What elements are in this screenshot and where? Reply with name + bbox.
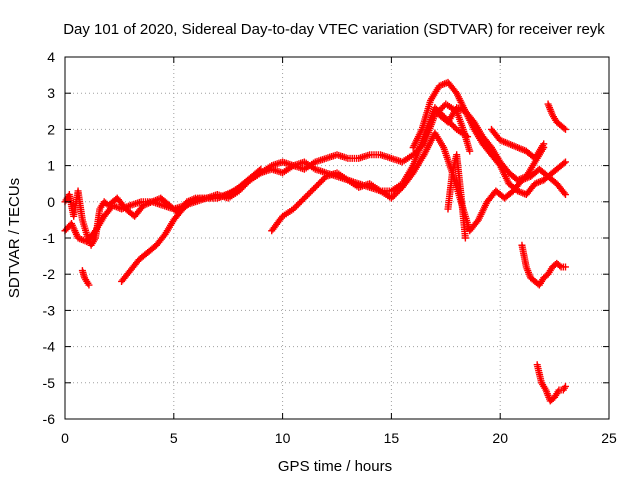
data-point-interp	[389, 193, 397, 201]
series-track-11	[78, 267, 93, 289]
data-point	[311, 183, 319, 191]
y-tick-label: -5	[43, 375, 56, 391]
data-point-interp	[434, 107, 442, 115]
data-point	[464, 133, 472, 141]
data-point	[561, 263, 569, 271]
y-tick-label: -4	[43, 339, 56, 355]
series-track-3	[118, 165, 265, 285]
data-point-interp	[293, 202, 301, 210]
series-track-4	[268, 129, 569, 235]
x-tick-label: 0	[61, 430, 69, 446]
data-point	[461, 234, 469, 242]
data-point-interp	[560, 159, 568, 167]
y-tick-label: 4	[47, 49, 55, 65]
x-tick-label: 25	[601, 430, 617, 446]
data-point-interp	[560, 189, 568, 197]
data-point	[561, 125, 569, 133]
data-point	[257, 165, 265, 173]
y-tick-label: -2	[43, 266, 56, 282]
data-point-interp	[439, 103, 447, 111]
data-point	[289, 205, 297, 213]
y-tick-labels: -6 -5 -4 -3 -2 -1 0 1 2 3 4	[43, 49, 56, 427]
data-point-interp	[556, 262, 564, 270]
y-axis-title: SDTVAR / TECUs	[6, 178, 23, 298]
data-points	[61, 78, 569, 405]
data-point	[300, 194, 308, 202]
y-tick-label: -1	[43, 230, 56, 246]
data-point-interp	[308, 186, 316, 194]
data-point	[540, 140, 548, 148]
data-point-interp	[317, 177, 325, 185]
data-point-interp	[395, 186, 403, 194]
data-point-interp	[392, 190, 400, 198]
data-point-interp	[316, 179, 324, 187]
chart-title: Day 101 of 2020, Sidereal Day-to-day VTE…	[63, 21, 605, 38]
data-point	[431, 104, 439, 112]
data-point-interp	[450, 122, 458, 130]
data-point	[561, 158, 569, 166]
data-point	[561, 382, 569, 390]
data-point-interp	[303, 191, 311, 199]
data-point-interp	[255, 166, 263, 174]
grid-lines	[65, 57, 609, 419]
data-point-interp	[297, 197, 305, 205]
series-track-7	[487, 125, 548, 162]
series-track-8	[544, 100, 569, 133]
data-point-interp	[310, 185, 318, 193]
data-point-interp	[302, 193, 310, 201]
x-tick-label: 15	[384, 430, 400, 446]
axis-ticks	[64, 56, 610, 420]
data-point-interp	[294, 200, 302, 208]
data-point-interp	[299, 196, 307, 204]
y-tick-label: 1	[47, 158, 55, 174]
data-point	[561, 191, 569, 199]
data-point-interp	[296, 199, 304, 207]
series-track-2	[61, 104, 472, 249]
x-tick-labels: 0 5 10 15 20 25	[61, 430, 617, 446]
y-tick-label: 0	[47, 194, 55, 210]
data-point-interp	[560, 124, 568, 132]
data-point-interp	[305, 190, 313, 198]
data-point	[387, 194, 395, 202]
data-point	[466, 147, 474, 155]
x-tick-label: 20	[492, 430, 508, 446]
y-tick-label: -3	[43, 302, 56, 318]
data-point	[85, 281, 93, 289]
data-point-interp	[391, 191, 399, 199]
data-point-interp	[314, 180, 322, 188]
x-tick-label: 5	[170, 430, 178, 446]
y-tick-label: 3	[47, 85, 55, 101]
data-point-interp	[307, 188, 315, 196]
data-point-interp	[432, 105, 440, 113]
data-point-interp	[394, 188, 402, 196]
series-track-12	[444, 151, 469, 242]
series-track-10	[533, 361, 569, 405]
data-point-interp	[313, 182, 321, 190]
x-axis-title: GPS time / hours	[278, 458, 392, 475]
x-tick-label: 10	[275, 430, 291, 446]
y-tick-label: -6	[43, 411, 56, 427]
data-point-interp	[319, 176, 327, 184]
data-point-interp	[291, 203, 299, 211]
y-tick-label: 2	[47, 121, 55, 137]
series-track-9	[518, 241, 569, 289]
data-point-interp	[448, 121, 456, 129]
